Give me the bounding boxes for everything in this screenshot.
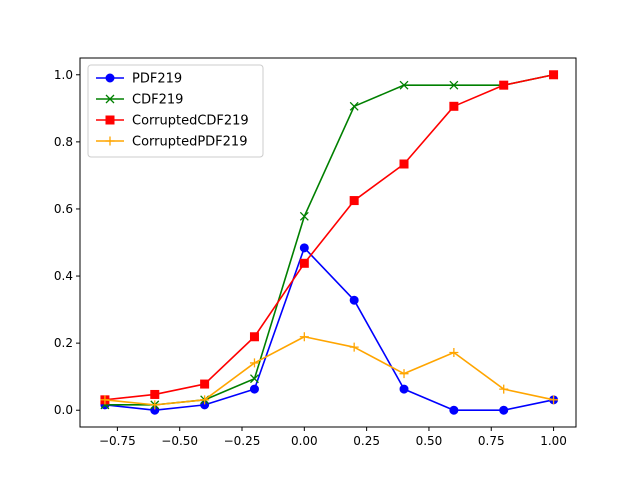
x-tick-label: 1.00 <box>540 434 567 448</box>
data-point <box>299 258 309 268</box>
y-tick-label: 1.0 <box>54 68 73 82</box>
legend-entry: CorruptedCDF219 <box>96 114 249 129</box>
legend-box <box>87 64 264 158</box>
data-point <box>349 101 359 111</box>
x-tick-label: 0.00 <box>291 434 318 448</box>
data-point <box>499 80 509 90</box>
data-point <box>150 400 160 410</box>
legend-entry: CDF219 <box>96 93 183 108</box>
data-point <box>249 332 259 342</box>
data-point <box>249 384 259 394</box>
data-point <box>549 70 559 80</box>
x-axis: −0.75 −0.50 −0.25 0.00 0.25 0.50 0.75 1.00 <box>99 427 567 448</box>
x-tick-label: −0.75 <box>99 434 136 448</box>
legend-marker <box>105 73 115 83</box>
legend-label: CDF219 <box>132 93 183 108</box>
data-point <box>449 405 459 415</box>
data-point <box>499 384 509 394</box>
series-line <box>104 247 554 412</box>
y-tick-label: 0.6 <box>54 202 73 216</box>
x-tick-label: −0.50 <box>161 434 198 448</box>
data-point <box>299 243 309 253</box>
legend: PDF219 CDF219 CorruptedCDF219 CorruptedPDF2… <box>87 64 264 158</box>
data-point <box>249 358 259 368</box>
data-point <box>250 374 259 384</box>
legend-label: CorruptedCDF219 <box>132 114 249 129</box>
data-point <box>399 80 409 90</box>
data-point <box>449 101 459 111</box>
legend-marker <box>105 115 115 125</box>
legend-entry: CorruptedPDF219 <box>96 135 247 150</box>
data-point <box>399 384 409 394</box>
series-CorruptedPDF219 <box>100 332 559 410</box>
data-point <box>549 395 559 405</box>
series-line <box>104 335 554 406</box>
data-point <box>150 389 160 399</box>
x-tick-label: −0.25 <box>224 434 261 448</box>
data-point <box>349 295 359 305</box>
x-tick-label: 0.25 <box>353 434 380 448</box>
data-point <box>299 332 309 342</box>
y-tick-label: 0.2 <box>54 336 73 350</box>
y-tick-label: 0.0 <box>54 403 73 417</box>
data-point <box>200 379 210 389</box>
legend-label: PDF219 <box>132 72 182 87</box>
legend-label: CorruptedPDF219 <box>132 135 247 150</box>
data-point <box>200 395 210 405</box>
data-point <box>449 80 459 90</box>
y-tick-label: 0.4 <box>54 269 73 283</box>
series-line <box>104 73 554 401</box>
plot-frame <box>79 57 577 428</box>
data-point <box>349 196 359 206</box>
series-layer <box>100 70 559 415</box>
y-axis: 0.0 0.2 0.4 0.6 0.8 1.0 <box>54 68 80 417</box>
data-point <box>449 348 459 358</box>
data-point <box>399 369 409 379</box>
x-tick-label: 0.50 <box>416 434 443 448</box>
data-point <box>100 395 110 405</box>
data-point <box>299 211 309 221</box>
legend-entry: PDF219 <box>96 72 182 87</box>
x-tick-label: 0.75 <box>478 434 505 448</box>
data-point <box>349 342 359 352</box>
legend-marker <box>105 94 115 104</box>
data-point <box>499 405 509 415</box>
data-point <box>399 159 409 169</box>
legend-marker <box>105 136 115 146</box>
y-tick-label: 0.8 <box>54 135 73 149</box>
